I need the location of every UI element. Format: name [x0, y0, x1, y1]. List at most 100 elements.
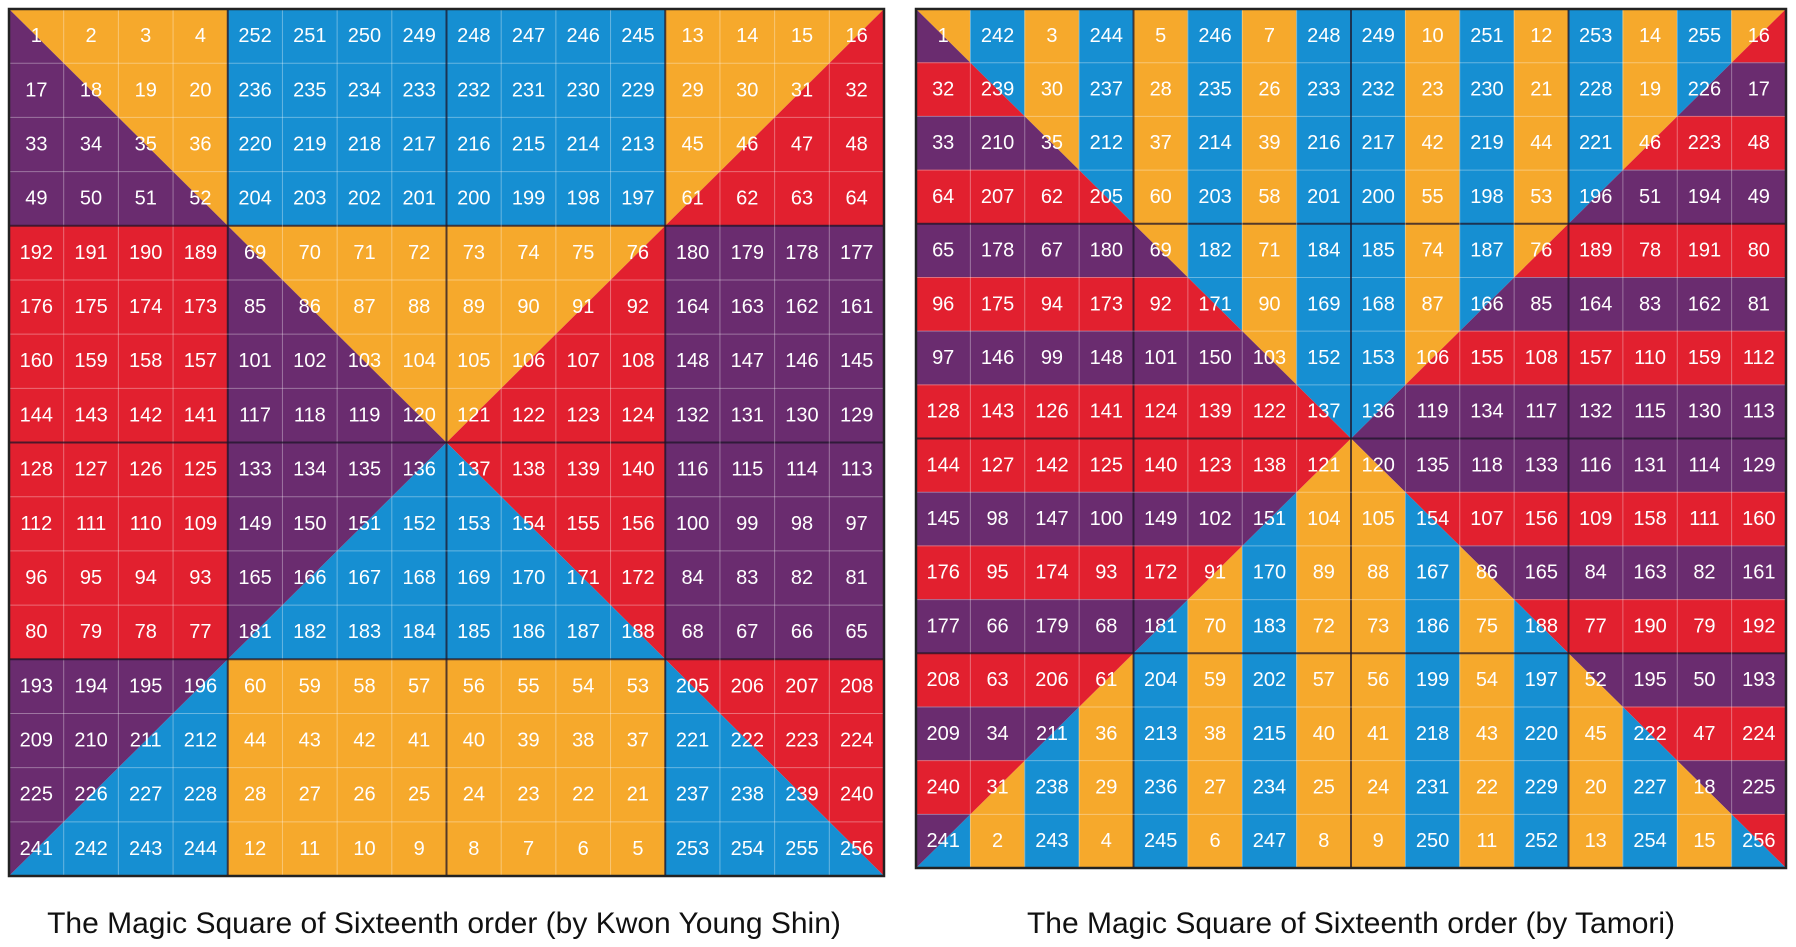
cell-fill [555, 821, 611, 876]
cell-fill [336, 225, 393, 281]
cell-fill [970, 9, 1026, 63]
cell-fill [1676, 116, 1732, 171]
cell-fill [1187, 438, 1243, 493]
cell-number: 66 [791, 621, 813, 643]
cell-fill [118, 604, 174, 660]
cell-number: 176 [927, 562, 960, 584]
cell-fill [1513, 438, 1569, 493]
cell-fill [1241, 545, 1297, 600]
cell-fill [916, 491, 971, 547]
cell-number: 234 [1253, 776, 1286, 798]
cell-fill [829, 658, 884, 714]
cell-fill [1187, 330, 1243, 386]
cell-number: 211 [1036, 723, 1068, 745]
cell-fill [970, 384, 1026, 439]
cell-fill [1405, 9, 1461, 63]
cell-number: 136 [402, 459, 435, 481]
cell-number: 35 [135, 133, 157, 155]
cell-number: 214 [1198, 132, 1231, 154]
cell-fill [1405, 169, 1461, 225]
cell-number: 133 [1525, 454, 1558, 476]
cell-number: 174 [1035, 562, 1068, 584]
cell-fill [282, 496, 338, 552]
cell-number: 193 [1742, 669, 1775, 691]
cell-number: 133 [238, 459, 271, 481]
cell-number: 251 [293, 25, 326, 47]
cell-fill [172, 496, 229, 552]
cell-fill [336, 658, 393, 714]
cell-fill [1568, 9, 1624, 63]
cell-fill [1459, 652, 1515, 708]
cell-fill [970, 223, 1026, 278]
cell-number: 82 [791, 567, 813, 589]
cell-fill [172, 62, 229, 118]
cell-fill [1133, 706, 1189, 761]
cell-fill [1622, 384, 1678, 439]
cell-fill [227, 333, 283, 389]
cell-number: 163 [731, 296, 764, 318]
cell-number: 168 [402, 567, 435, 589]
cell-number: 100 [676, 513, 709, 535]
cell-fill [1350, 706, 1406, 761]
cell-number: 89 [1313, 562, 1335, 584]
cell-number: 51 [135, 188, 157, 210]
cell-number: 163 [1633, 562, 1666, 584]
cell-number: 2 [992, 830, 1003, 852]
cell-number: 239 [785, 784, 818, 806]
cell-fill [970, 116, 1026, 171]
cell-number: 241 [927, 830, 960, 852]
triangle-region [9, 9, 447, 876]
cell-number: 40 [463, 730, 485, 752]
cell-fill [500, 62, 557, 118]
cell-fill [63, 9, 119, 64]
cell-fill [1078, 491, 1134, 547]
cell-number: 173 [1090, 293, 1123, 315]
cell-number: 27 [299, 784, 321, 806]
cell-fill [9, 658, 64, 714]
cell-fill [446, 658, 502, 714]
cell-number: 13 [681, 25, 703, 47]
cell-number: 170 [512, 567, 545, 589]
cell-number: 27 [1204, 776, 1226, 798]
cell-fill [336, 821, 393, 876]
cell-number: 185 [457, 621, 490, 643]
cell-number: 254 [731, 838, 764, 860]
cell-number: 152 [1307, 347, 1340, 369]
cell-number: 54 [572, 675, 594, 697]
cell-number: 134 [1470, 401, 1503, 423]
cell-fill [227, 767, 283, 823]
cell-number: 240 [840, 784, 873, 806]
cell-number: 110 [1634, 347, 1666, 369]
cell-number: 242 [74, 838, 107, 860]
cell-number: 145 [840, 350, 873, 372]
cell-number: 202 [1253, 669, 1286, 691]
cell-number: 90 [1258, 293, 1280, 315]
cell-number: 103 [348, 350, 381, 372]
cell-fill [774, 171, 830, 227]
cell-fill [446, 9, 502, 64]
cell-fill [1568, 277, 1624, 332]
cell-fill [118, 442, 174, 497]
cell-number: 69 [1150, 240, 1172, 262]
cell-number: 86 [299, 296, 321, 318]
cell-fill [282, 821, 338, 876]
cell-number: 112 [20, 513, 52, 535]
cell-fill [1731, 223, 1786, 278]
cell-number: 113 [1743, 401, 1775, 423]
cell-fill [610, 713, 666, 768]
cell-fill [500, 713, 557, 768]
cell-fill [1350, 330, 1406, 386]
cell-fill [500, 225, 557, 281]
cell-number: 48 [1748, 132, 1770, 154]
cell-fill [500, 550, 557, 606]
cell-number: 229 [1525, 776, 1558, 798]
cell-fill [1187, 62, 1243, 117]
cell-fill [1731, 652, 1786, 708]
cell-fill [970, 330, 1026, 386]
cell-number: 189 [1579, 240, 1612, 262]
cell-fill [916, 116, 971, 171]
cell-number: 47 [791, 133, 813, 155]
cell-fill [1676, 438, 1732, 493]
cell-number: 80 [25, 621, 47, 643]
cell-number: 3 [1046, 25, 1057, 47]
